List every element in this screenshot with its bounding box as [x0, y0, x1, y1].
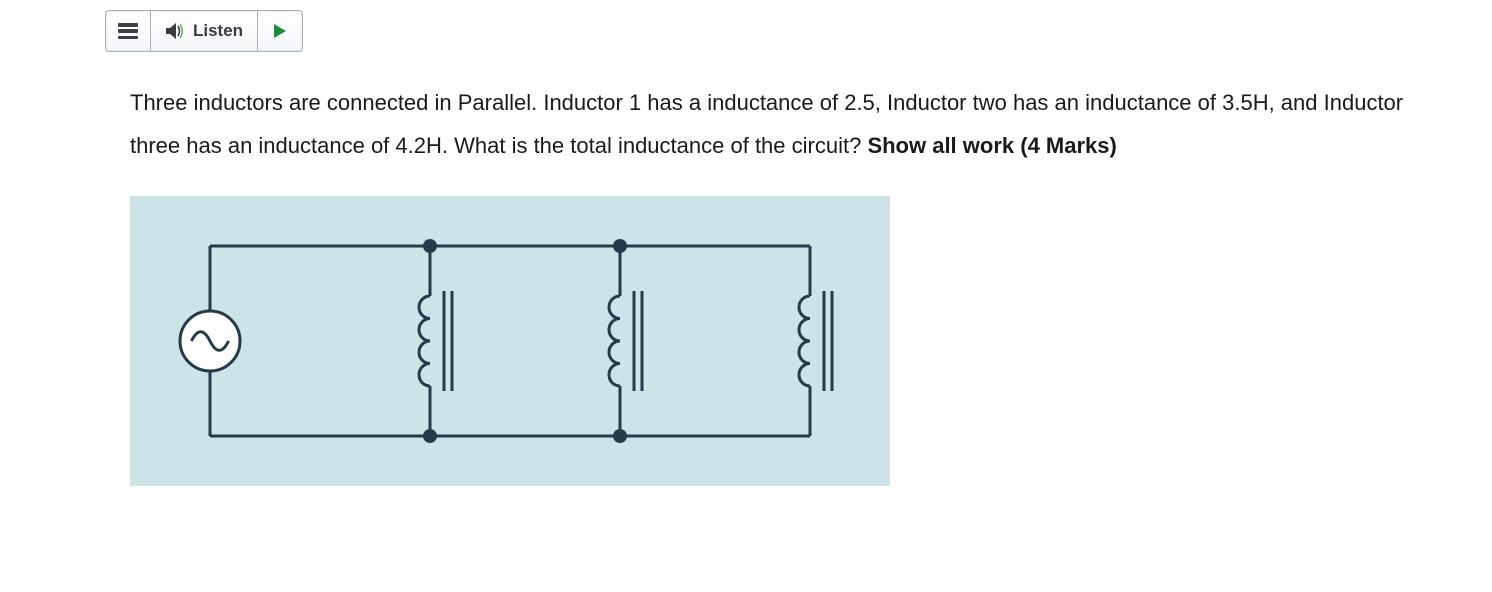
circuit-svg	[130, 206, 890, 476]
hamburger-icon	[118, 23, 138, 39]
question-text: Three inductors are connected in Paralle…	[130, 82, 1410, 168]
play-button[interactable]	[258, 11, 302, 51]
listen-button[interactable]: Listen	[151, 11, 258, 51]
question-body: Three inductors are connected in Paralle…	[130, 90, 1403, 158]
play-icon	[273, 23, 287, 39]
question-bold: Show all work (4 Marks)	[867, 133, 1116, 158]
readspeaker-toolbar: Listen	[105, 10, 303, 52]
speaker-icon	[165, 22, 185, 40]
menu-button[interactable]	[106, 11, 151, 51]
circuit-figure	[130, 196, 890, 486]
listen-label: Listen	[193, 21, 243, 41]
